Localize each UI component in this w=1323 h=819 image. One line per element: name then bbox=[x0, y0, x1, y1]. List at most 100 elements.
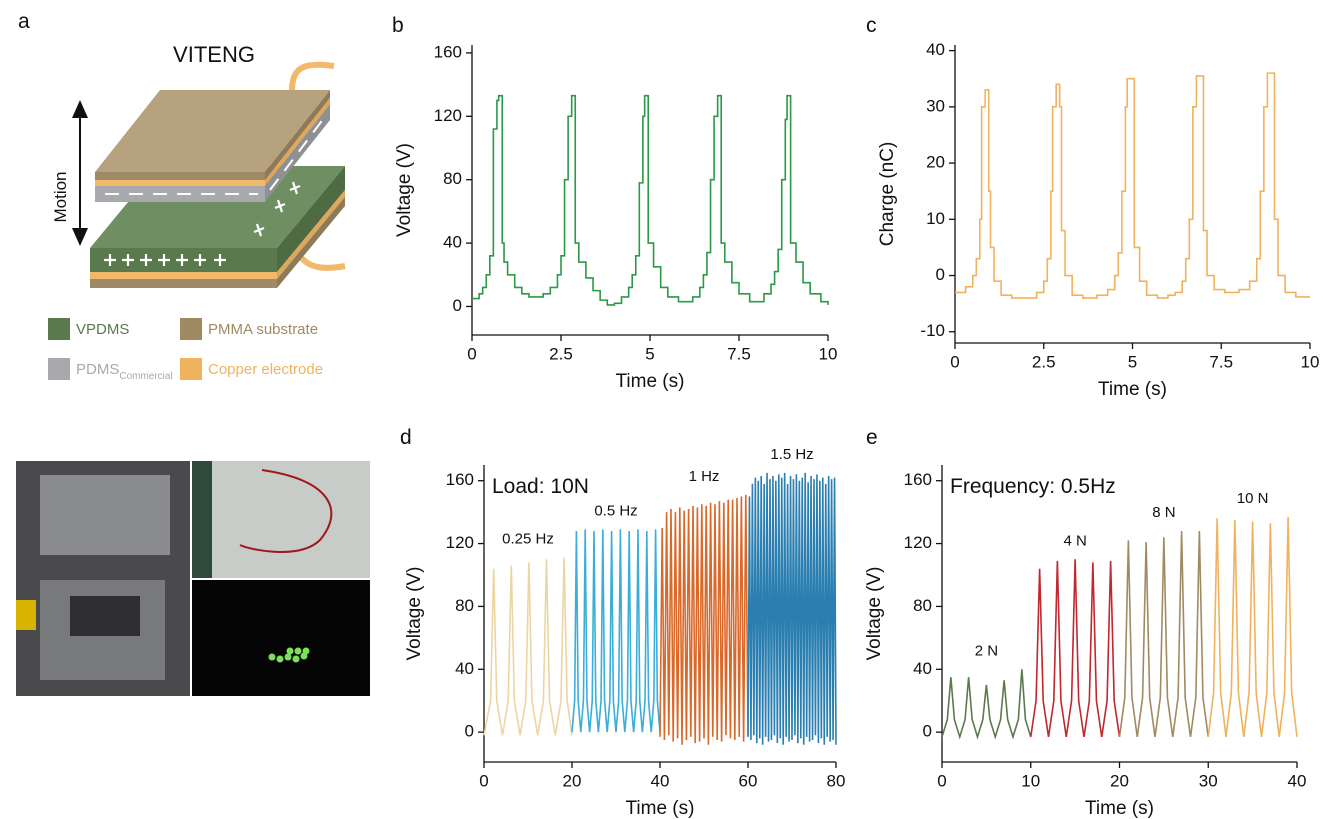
data-line bbox=[483, 557, 573, 736]
y-tick-label: 80 bbox=[913, 596, 932, 615]
series-label: 2 N bbox=[975, 642, 998, 659]
x-tick-label: 0 bbox=[467, 344, 476, 363]
motion-label: Motion bbox=[51, 171, 70, 222]
charts: b 0 40 80 120 160 0 2.5 5 7.5 10 Time (s) Voltage (V… bbox=[392, 14, 1319, 819]
x-tick-label: 7.5 bbox=[1209, 352, 1233, 371]
x-axis-title: Time (s) bbox=[1098, 379, 1167, 400]
top-plate bbox=[95, 90, 330, 202]
x-tick-label: 5 bbox=[645, 344, 654, 363]
x-tick-label: 7.5 bbox=[727, 344, 751, 363]
annotation: Frequency: 0.5Hz bbox=[950, 475, 1116, 498]
panel-label: d bbox=[400, 426, 412, 449]
y-tick-label: 0 bbox=[936, 265, 945, 284]
annotation: Load: 10N bbox=[492, 475, 589, 498]
x-tick-label: 2.5 bbox=[1032, 352, 1056, 371]
y-tick-label: 10 bbox=[926, 209, 945, 228]
series-label: 10 N bbox=[1237, 490, 1269, 507]
y-tick-label: 160 bbox=[434, 42, 462, 61]
legend-swatch bbox=[48, 318, 70, 340]
series-label: 1.5 Hz bbox=[770, 446, 813, 463]
x-tick-label: 40 bbox=[651, 771, 670, 790]
y-tick-label: 40 bbox=[913, 659, 932, 678]
y-tick-label: 80 bbox=[443, 169, 462, 188]
y-axis-title: Voltage (V) bbox=[864, 567, 885, 661]
x-tick-label: 80 bbox=[827, 771, 846, 790]
data-line bbox=[1207, 516, 1298, 737]
y-tick-label: 120 bbox=[446, 533, 474, 552]
chart: e 0 40 80 120 160 0 10 20 30 40 Time (s) Voltage (V)… bbox=[864, 426, 1306, 819]
x-tick-label: 0 bbox=[479, 771, 488, 790]
series-label: 1 Hz bbox=[689, 468, 720, 485]
y-tick-label: 160 bbox=[904, 470, 932, 489]
x-axis-title: Time (s) bbox=[1085, 798, 1154, 819]
data-line bbox=[571, 529, 661, 733]
y-axis-title: Voltage (V) bbox=[404, 567, 425, 661]
panel-label: e bbox=[866, 426, 878, 449]
y-tick-label: 20 bbox=[926, 153, 945, 172]
legend-swatch bbox=[180, 358, 202, 380]
x-tick-label: 40 bbox=[1288, 771, 1307, 790]
y-tick-label: 120 bbox=[904, 533, 932, 552]
y-tick-label: -10 bbox=[920, 321, 945, 340]
data-line bbox=[955, 72, 1310, 299]
legend-label: Copper electrode bbox=[208, 361, 323, 378]
chart: b 0 40 80 120 160 0 2.5 5 7.5 10 Time (s) Voltage (V… bbox=[392, 14, 837, 392]
panel-label: a bbox=[18, 10, 30, 33]
series-label: 4 N bbox=[1063, 532, 1086, 549]
series-label: 8 N bbox=[1152, 504, 1175, 521]
motion-arrow bbox=[72, 100, 88, 246]
x-tick-label: 10 bbox=[1021, 771, 1040, 790]
x-tick-label: 0 bbox=[937, 771, 946, 790]
legend: VPDMS PMMA substrate PDMSCommercial Copper … bbox=[48, 318, 323, 382]
data-line bbox=[1118, 530, 1210, 737]
chart: d 0 40 80 120 160 0 20 40 60 80 Time (s) Voltage (V)… bbox=[400, 426, 845, 819]
diagram-title: VITENG bbox=[173, 42, 255, 67]
x-tick-label: 0 bbox=[950, 352, 959, 371]
x-axis-title: Time (s) bbox=[626, 798, 695, 819]
data-line bbox=[941, 669, 1032, 740]
y-tick-label: 160 bbox=[446, 470, 474, 489]
series-label: 0.25 Hz bbox=[502, 531, 554, 548]
data-line bbox=[659, 494, 749, 745]
y-tick-label: 30 bbox=[926, 96, 945, 115]
x-tick-label: 30 bbox=[1199, 771, 1218, 790]
series-label: 0.5 Hz bbox=[594, 502, 637, 519]
y-tick-label: 80 bbox=[455, 596, 474, 615]
x-tick-label: 2.5 bbox=[549, 344, 573, 363]
panel-label: c bbox=[866, 14, 877, 37]
data-line bbox=[472, 94, 829, 306]
y-tick-label: 0 bbox=[923, 722, 932, 741]
diagram: a VITENG Motion bbox=[18, 10, 346, 288]
x-tick-label: 5 bbox=[1128, 352, 1137, 371]
legend-subscript: Commercial bbox=[119, 371, 172, 382]
legend-text: Copper electrode bbox=[208, 361, 323, 378]
panel-label: b bbox=[392, 14, 404, 37]
y-tick-label: 40 bbox=[455, 659, 474, 678]
photo bbox=[16, 461, 370, 696]
y-axis-title: Charge (nC) bbox=[877, 142, 898, 247]
legend-swatch bbox=[48, 358, 70, 380]
x-tick-label: 10 bbox=[1301, 352, 1320, 371]
data-line bbox=[747, 472, 837, 745]
x-axis-title: Time (s) bbox=[616, 371, 685, 392]
legend-label: PDMSCommercial bbox=[76, 361, 173, 382]
legend-text: VPDMS bbox=[76, 321, 129, 338]
y-tick-label: 0 bbox=[453, 296, 462, 315]
x-tick-label: 20 bbox=[563, 771, 582, 790]
y-tick-label: 120 bbox=[434, 106, 462, 125]
y-tick-label: 0 bbox=[465, 722, 474, 741]
legend-label: PMMA substrate bbox=[208, 321, 318, 338]
x-tick-label: 20 bbox=[1110, 771, 1129, 790]
y-axis-title: Voltage (V) bbox=[394, 143, 415, 237]
y-tick-label: 40 bbox=[443, 233, 462, 252]
y-tick-label: 40 bbox=[926, 40, 945, 59]
legend-label: VPDMS bbox=[76, 321, 129, 338]
legend-swatch bbox=[180, 318, 202, 340]
x-tick-label: 10 bbox=[819, 344, 838, 363]
legend-text: PMMA substrate bbox=[208, 321, 318, 338]
wire bbox=[289, 61, 335, 91]
data-line bbox=[1029, 559, 1121, 737]
x-tick-label: 60 bbox=[739, 771, 758, 790]
